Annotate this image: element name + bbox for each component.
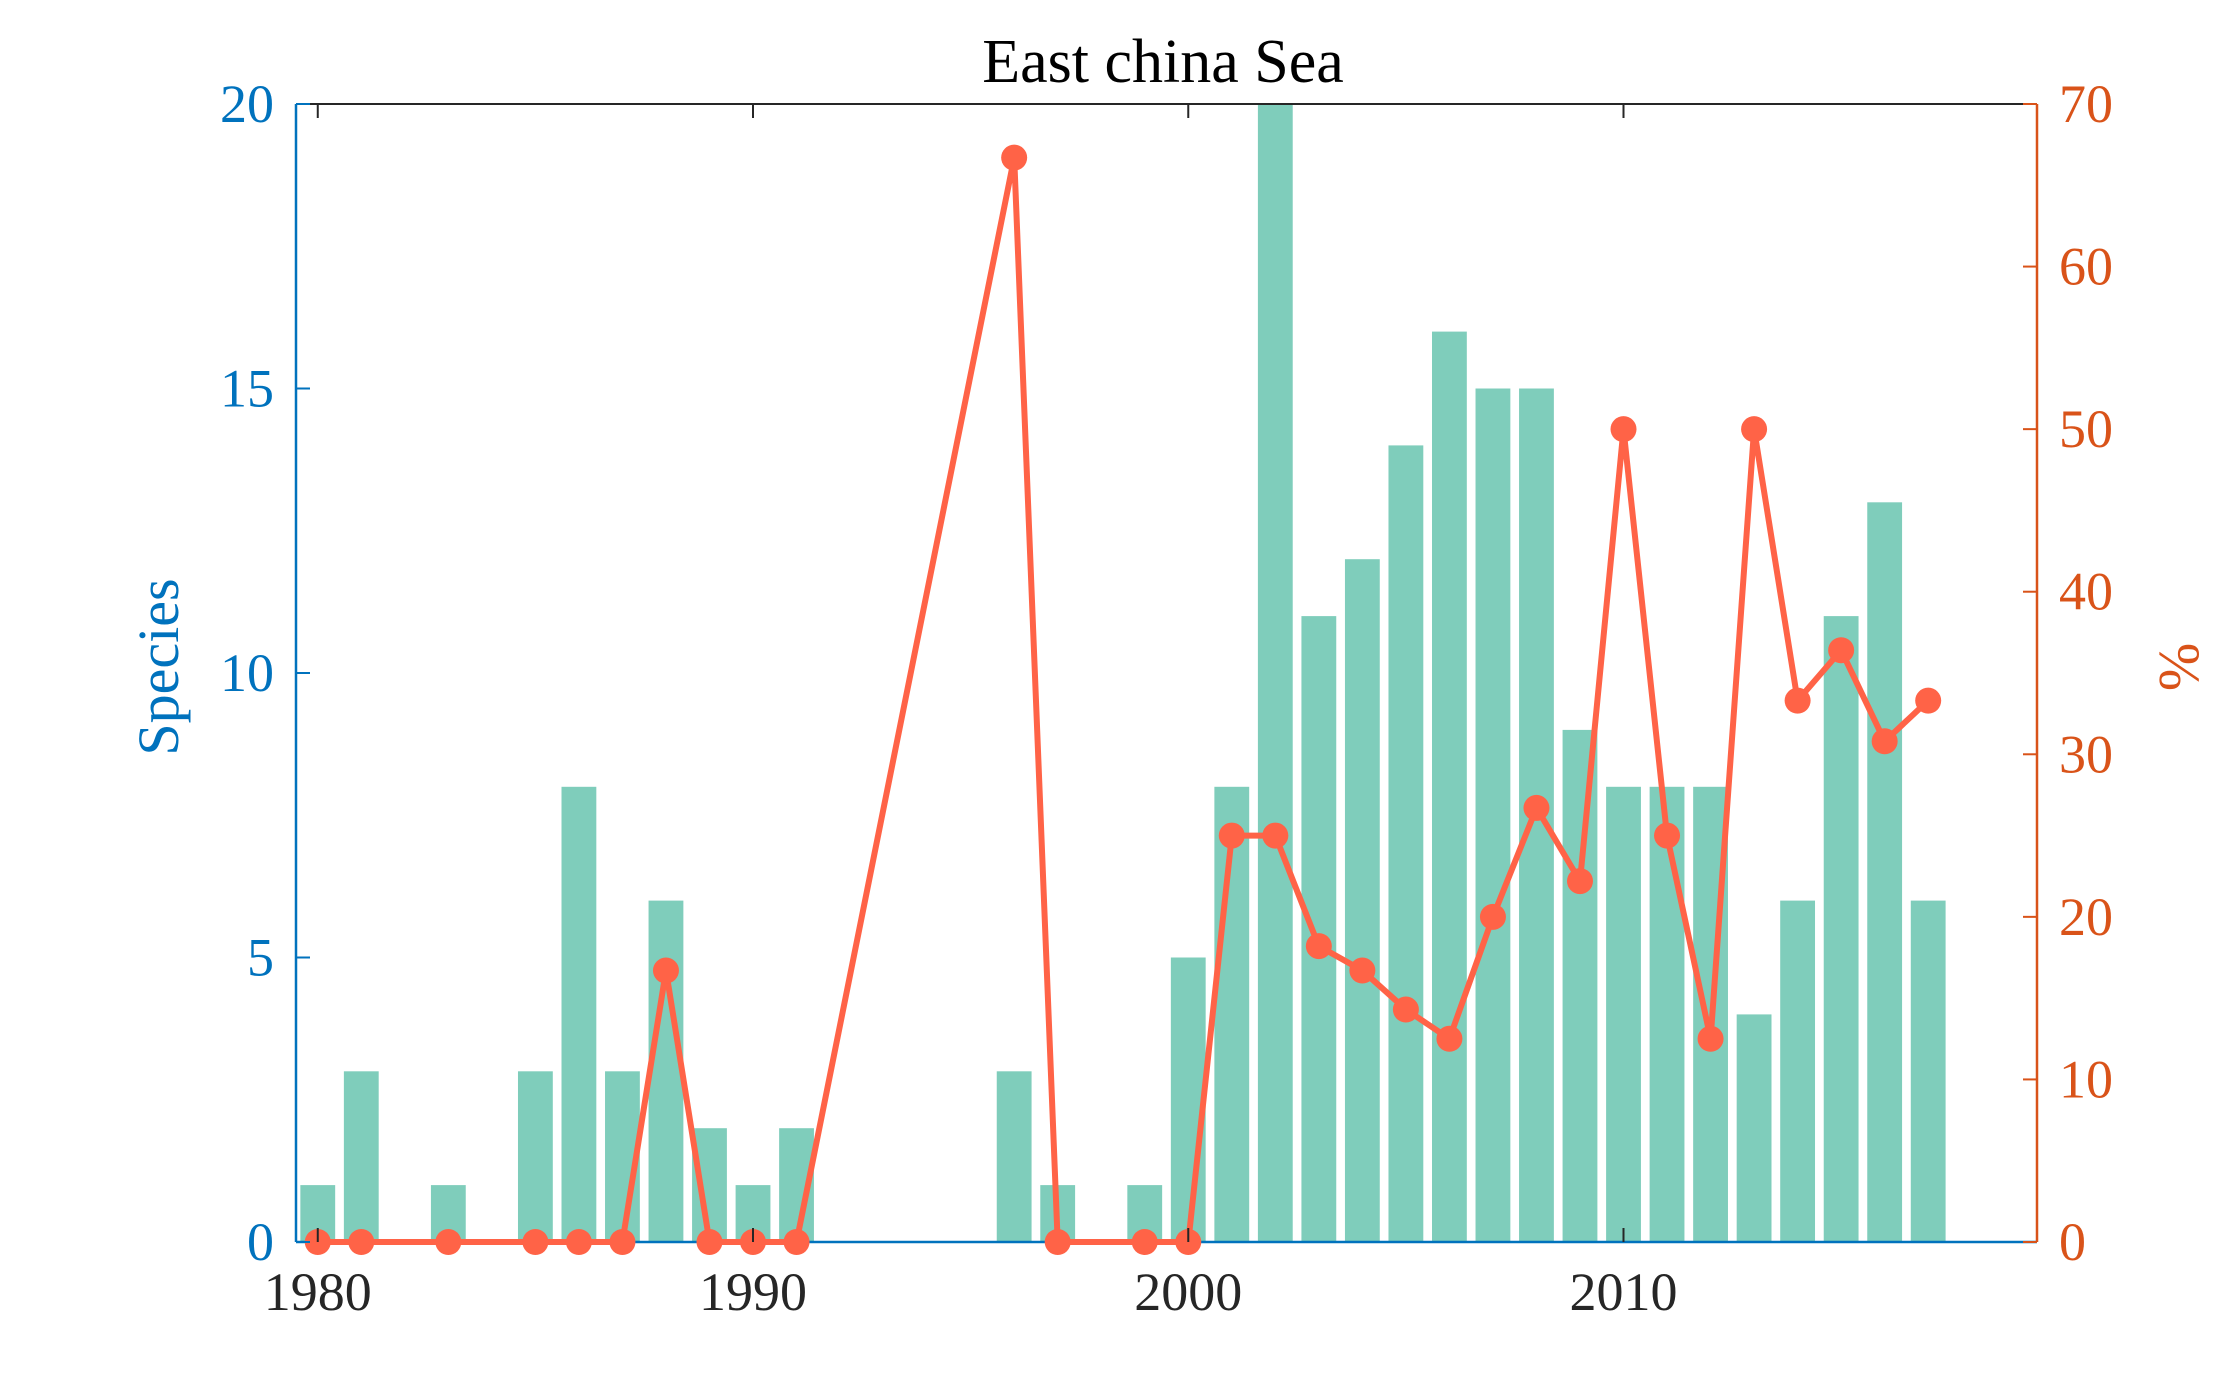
y-tick-label: 15 bbox=[220, 359, 274, 419]
line-point-2001 bbox=[1218, 822, 1245, 849]
bar-2007 bbox=[1475, 388, 1511, 1242]
line-point-2008 bbox=[1523, 794, 1550, 821]
line-point-2011 bbox=[1654, 822, 1681, 849]
line-point-1986 bbox=[565, 1229, 592, 1255]
line-point-2006 bbox=[1436, 1025, 1463, 1052]
bar-2013 bbox=[1736, 1014, 1772, 1242]
y2-tick-label: 50 bbox=[2059, 399, 2113, 459]
bar-1996 bbox=[996, 1071, 1032, 1242]
line-point-2013 bbox=[1741, 416, 1768, 443]
y2-tick-label: 10 bbox=[2059, 1049, 2113, 1109]
percent-series-line bbox=[317, 154, 1931, 1245]
bar-2005 bbox=[1388, 445, 1424, 1242]
line-point-1989 bbox=[696, 1229, 723, 1255]
bar-2011 bbox=[1649, 786, 1685, 1242]
line-point-2014 bbox=[1784, 687, 1811, 714]
y-tick-label: 5 bbox=[247, 928, 274, 988]
bar-2017 bbox=[1910, 900, 1946, 1242]
bar-1981 bbox=[343, 1071, 379, 1242]
line-point-2015 bbox=[1828, 637, 1855, 664]
bar-2016 bbox=[1867, 502, 1903, 1242]
bar-2015 bbox=[1823, 616, 1859, 1242]
bar-2003 bbox=[1301, 616, 1337, 1242]
line-point-1981 bbox=[348, 1229, 375, 1255]
line-point-1999 bbox=[1131, 1229, 1158, 1255]
bar-2004 bbox=[1344, 559, 1380, 1242]
y-tick-label: 10 bbox=[220, 643, 274, 703]
line-point-2010 bbox=[1610, 416, 1637, 443]
line-point-1996 bbox=[1001, 144, 1028, 171]
axes-layer bbox=[294, 103, 2039, 1244]
line-point-1997 bbox=[1044, 1229, 1071, 1255]
bar-2002 bbox=[1257, 104, 1293, 1242]
line-point-1987 bbox=[609, 1229, 636, 1255]
line-point-1985 bbox=[522, 1229, 549, 1255]
line-point-2012 bbox=[1697, 1025, 1724, 1052]
line-point-1988 bbox=[652, 957, 679, 984]
y2-axis-label: % bbox=[2146, 643, 2211, 691]
bar-2006 bbox=[1432, 331, 1467, 1243]
y2-tick-label: 40 bbox=[2059, 562, 2113, 622]
bar-2000 bbox=[1170, 957, 1206, 1242]
bar-1988 bbox=[648, 900, 684, 1242]
bar-2014 bbox=[1780, 900, 1816, 1242]
line-point-2016 bbox=[1871, 728, 1898, 755]
line-point-2003 bbox=[1305, 933, 1332, 960]
line-point-2002 bbox=[1262, 822, 1289, 849]
x-tick-label: 2010 bbox=[1570, 1262, 1678, 1322]
x-tick-label: 1990 bbox=[699, 1262, 807, 1322]
chart-title: East china Sea bbox=[982, 28, 1344, 96]
line-point-2007 bbox=[1479, 903, 1506, 930]
y2-tick-label: 70 bbox=[2059, 74, 2113, 134]
line-layer bbox=[317, 154, 1931, 1245]
y2-tick-label: 60 bbox=[2059, 237, 2113, 297]
y2-tick-label: 0 bbox=[2059, 1212, 2086, 1272]
bar-1986 bbox=[561, 786, 597, 1242]
y2-tick-label: 30 bbox=[2059, 724, 2113, 784]
y2-tick-label: 20 bbox=[2059, 887, 2113, 947]
x-tick-label: 1980 bbox=[264, 1262, 372, 1322]
bar-1985 bbox=[517, 1071, 553, 1242]
y-axis-label: Species bbox=[126, 578, 191, 755]
y-tick-label: 0 bbox=[247, 1212, 274, 1272]
bars-layer bbox=[300, 104, 1946, 1243]
line-point-1983 bbox=[435, 1229, 462, 1255]
line-point-2005 bbox=[1392, 996, 1419, 1023]
bar-2009 bbox=[1562, 729, 1598, 1242]
y-tick-label: 20 bbox=[220, 74, 274, 134]
line-point-1991 bbox=[783, 1229, 810, 1255]
line-point-2004 bbox=[1349, 957, 1376, 984]
x-tick-label: 2000 bbox=[1134, 1262, 1242, 1322]
bar-2010 bbox=[1606, 786, 1641, 1242]
line-point-2017 bbox=[1915, 687, 1942, 714]
ticks-layer: 1980 1990 2000 2010 0 5 10 15 20 0 10 20 30 40 50 60 70 bbox=[220, 74, 2113, 1322]
line-point-2009 bbox=[1566, 868, 1593, 895]
